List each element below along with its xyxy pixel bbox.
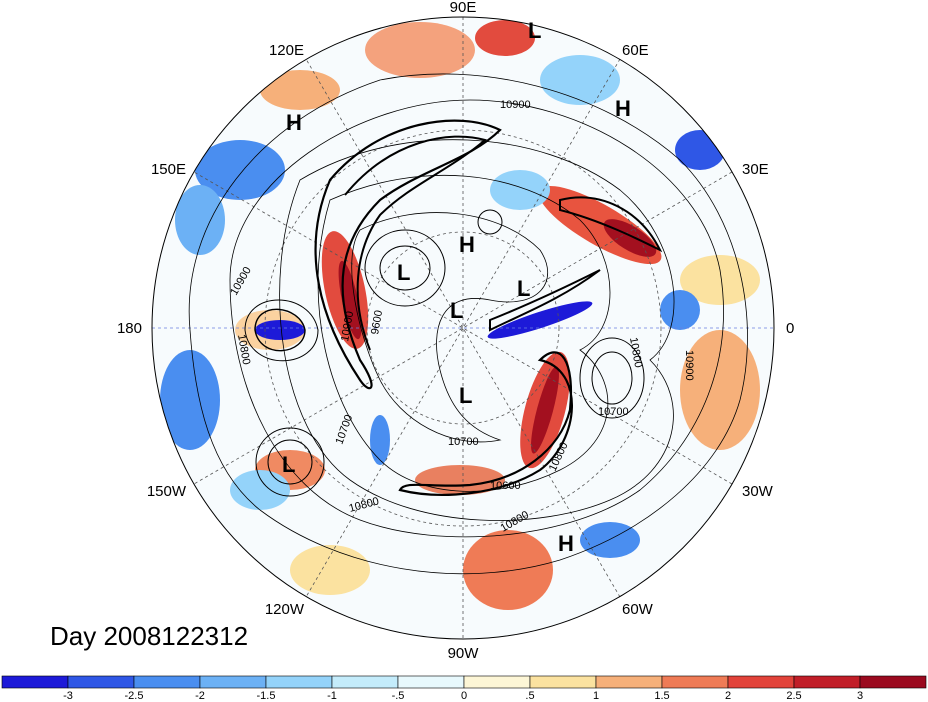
lon-label-180: 180	[117, 320, 142, 337]
low-center-marker: L	[517, 276, 530, 301]
colorbar-swatch	[793, 675, 861, 689]
anomaly-shading	[152, 17, 774, 639]
colorbar-swatch	[133, 675, 201, 689]
colorbar-tick-label: -3	[63, 690, 73, 702]
colorbar-swatch	[331, 675, 399, 689]
contour-label: 10800	[235, 333, 252, 365]
colorbar-swatch	[727, 675, 795, 689]
pressure-centers: L H H H L L L L L H	[282, 18, 631, 556]
colorbar-swatch	[859, 675, 927, 689]
colorbar-tick-label: 2.5	[786, 690, 801, 702]
lon-label-150w: 150W	[147, 483, 187, 500]
contour-label: 10900	[339, 310, 356, 342]
colorbar-tick-label: -2.5	[125, 690, 144, 702]
lon-label-120e: 120E	[269, 42, 304, 59]
contour-label: 10800	[627, 336, 644, 368]
colorbar-swatch	[463, 675, 531, 689]
colorbar-swatch	[67, 675, 135, 689]
map-title: Day 2008122312	[50, 621, 248, 651]
high-center-marker: H	[459, 232, 475, 257]
colorbar-tick-label: 3	[857, 690, 863, 702]
colorbar-tick-label: -2	[195, 690, 205, 702]
high-center-marker: H	[286, 110, 302, 135]
lon-label-90w: 90W	[448, 645, 480, 662]
colorbar: -3 -2.5 -2 -1.5 -1 -.5 0 .5 1 1.5 2 2.5 3	[1, 675, 927, 702]
map-boundary	[151, 16, 775, 640]
lon-label-30e: 30E	[742, 161, 769, 178]
contour-label: 10700	[598, 406, 629, 418]
colorbar-tick-label: -1	[327, 690, 337, 702]
contour-label: 10900	[683, 350, 695, 381]
lon-label-90e: 90E	[450, 0, 477, 16]
colorbar-tick-label: -.5	[392, 690, 405, 702]
longitude-labels: 90E 60E 30E 0 30W 60W 90W 120W 150W 180 …	[117, 0, 794, 662]
lon-label-60w: 60W	[622, 601, 654, 618]
contour-label: 10900	[500, 99, 531, 111]
colorbar-tick-label: 2	[725, 690, 731, 702]
colorbar-swatch	[595, 675, 663, 689]
contour-label: 10600	[490, 480, 521, 492]
low-center-marker: L	[528, 18, 541, 43]
high-center-marker: H	[558, 531, 574, 556]
lon-label-120w: 120W	[265, 601, 305, 618]
low-center-marker: L	[459, 383, 472, 408]
lon-label-60e: 60E	[622, 42, 649, 59]
height-contours	[188, 73, 748, 575]
colorbar-tick-label: -1.5	[257, 690, 276, 702]
colorbar-tick-label: .5	[525, 690, 534, 702]
colorbar-swatch	[199, 675, 267, 689]
colorbar-tick-label: 1.5	[654, 690, 669, 702]
colorbar-swatch	[661, 675, 729, 689]
colorbar-swatch	[529, 675, 597, 689]
contour-label: 10700	[448, 436, 479, 448]
colorbar-swatch	[1, 675, 69, 689]
low-center-marker: L	[282, 452, 295, 477]
high-center-marker: H	[615, 96, 631, 121]
lon-label-0: 0	[786, 320, 794, 337]
low-center-marker: L	[397, 260, 410, 285]
lon-label-150e: 150E	[151, 161, 186, 178]
colorbar-tick-label: 1	[593, 690, 599, 702]
lon-label-30w: 30W	[742, 483, 774, 500]
colorbar-swatch	[265, 675, 333, 689]
contour-label: 9600	[369, 309, 385, 335]
low-center-marker: L	[450, 298, 463, 323]
colorbar-tick-label: 0	[461, 690, 467, 702]
colorbar-swatch	[397, 675, 465, 689]
